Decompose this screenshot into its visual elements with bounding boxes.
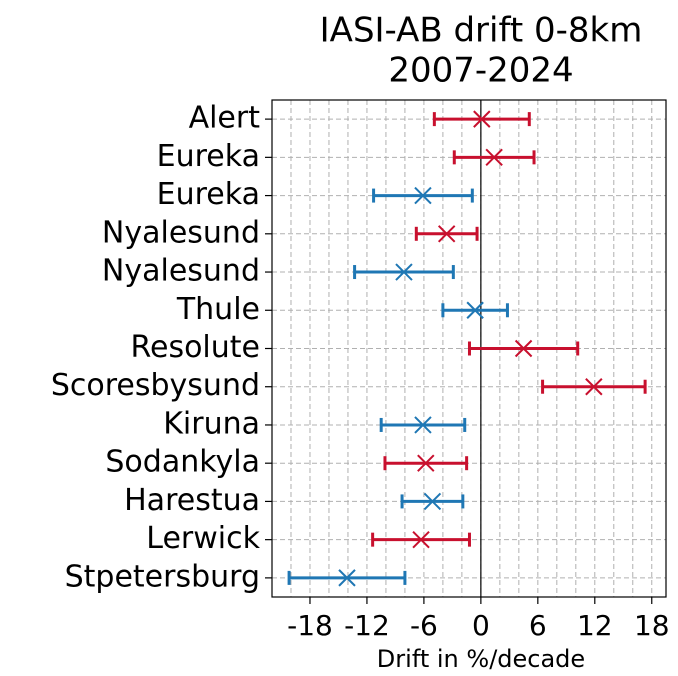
- x-tick-label: -18: [287, 609, 333, 642]
- marker: [485, 148, 503, 167]
- marker: [414, 186, 432, 205]
- x-tick-label: 18: [634, 609, 670, 642]
- marker: [423, 492, 442, 511]
- marker: [414, 416, 432, 434]
- y-tick-label: Nyalesund: [102, 254, 260, 289]
- chart-title: IASI-AB drift 0-8km: [320, 11, 643, 51]
- plot-frame: [271, 99, 667, 598]
- x-tick-label: 6: [529, 609, 547, 642]
- y-tick-label: Lerwick: [146, 521, 260, 556]
- marker: [338, 569, 356, 587]
- marker: [395, 263, 413, 281]
- x-tick-label: 0: [472, 609, 490, 642]
- y-tick-label: Harestua: [124, 483, 260, 518]
- y-tick-label: Eureka: [157, 139, 260, 174]
- marker: [412, 530, 430, 549]
- y-tick-label: Eureka: [157, 177, 260, 212]
- x-tick-label: -12: [344, 609, 390, 642]
- y-tick-label: Stpetersburg: [65, 559, 260, 594]
- y-tick-label: Kiruna: [163, 406, 260, 441]
- y-tick-label: Nyalesund: [102, 215, 260, 250]
- marker: [417, 454, 435, 472]
- y-tick-label: Sodankyla: [105, 445, 260, 480]
- marker: [585, 378, 603, 396]
- y-tick-label: Resolute: [130, 330, 260, 365]
- x-tick-label: -6: [410, 609, 438, 642]
- x-tick-label: 12: [577, 609, 613, 642]
- y-tick-label: Scoresbysund: [51, 368, 260, 403]
- marker: [514, 339, 533, 358]
- y-tick-label: Alert: [189, 101, 261, 136]
- chart-title: 2007-2024: [388, 51, 573, 91]
- x-axis-label: Drift in %/decade: [377, 645, 585, 672]
- y-tick-label: Thule: [176, 292, 260, 327]
- marker: [437, 225, 456, 243]
- marker: [473, 110, 491, 128]
- marker: [466, 301, 484, 319]
